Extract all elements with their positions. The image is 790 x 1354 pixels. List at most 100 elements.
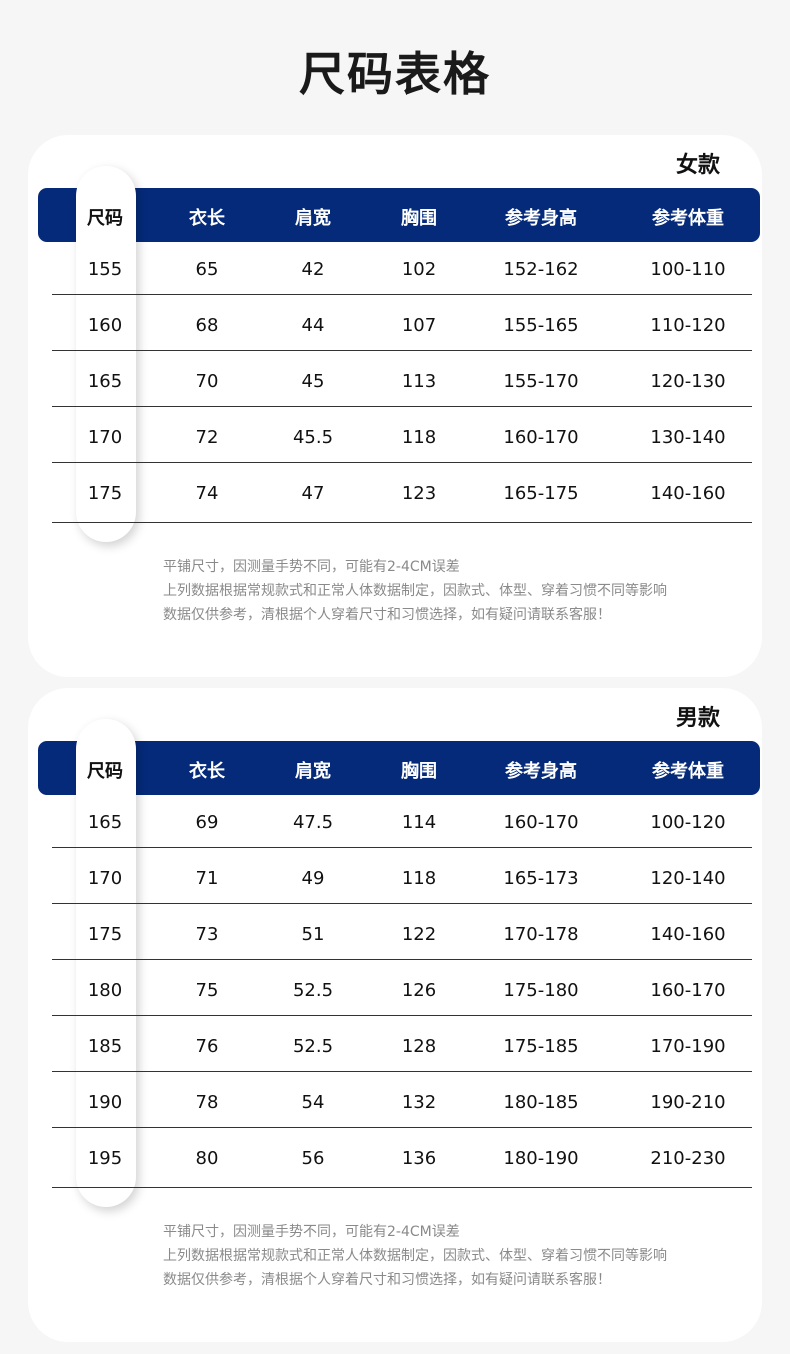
- table-cell: 165-173: [503, 868, 579, 889]
- table-cell: 118: [401, 868, 437, 889]
- table-cell: 76: [195, 1036, 219, 1057]
- table-cell: 49: [301, 868, 325, 889]
- table-cell: 107: [401, 315, 437, 336]
- size-cell: 165: [87, 371, 123, 392]
- table-cell: 175-185: [503, 1036, 579, 1057]
- women-size-card: 女款 尺码 衣长 肩宽 胸围 参考身高 参考体重 155 65 42 102 152-162 100-1…: [28, 135, 762, 677]
- table-cell: 140-160: [650, 483, 726, 504]
- row-divider: [52, 1187, 752, 1188]
- column-header: 胸围: [401, 208, 437, 229]
- size-cell: 185: [87, 1036, 123, 1057]
- table-cell: 122: [401, 924, 437, 945]
- table-cell: 45: [301, 371, 325, 392]
- table-cell: 170-178: [503, 924, 579, 945]
- column-header: 胸围: [401, 761, 437, 782]
- column-header: 衣长: [189, 761, 225, 782]
- table-cell: 118: [401, 427, 437, 448]
- size-cell: 160: [87, 315, 123, 336]
- table-cell: 47: [301, 483, 325, 504]
- card-label: 女款: [675, 153, 720, 178]
- table-cell: 126: [401, 980, 437, 1001]
- table-cell: 47.5: [292, 812, 334, 833]
- table-cell: 210-230: [650, 1148, 726, 1169]
- table-cell: 52.5: [292, 980, 334, 1001]
- table-cell: 80: [195, 1148, 219, 1169]
- table-cell: 44: [301, 315, 325, 336]
- column-header: 尺码: [87, 761, 123, 782]
- note-line: 上列数据根据常规款式和正常人体数据制定，因款式、体型、穿着习惯不同等影响: [163, 583, 667, 599]
- size-cell: 170: [87, 427, 123, 448]
- note-line: 数据仅供参考，清根据个人穿着尺寸和习惯选择，如有疑问请联系客服！: [163, 1272, 611, 1288]
- row-divider: [52, 903, 752, 904]
- table-cell: 165-175: [503, 483, 579, 504]
- row-divider: [52, 462, 752, 463]
- table-cell: 128: [401, 1036, 437, 1057]
- row-divider: [52, 294, 752, 295]
- column-header: 参考身高: [505, 761, 577, 782]
- table-cell: 113: [401, 371, 437, 392]
- row-divider: [52, 522, 752, 523]
- size-cell: 165: [87, 812, 123, 833]
- note-line: 上列数据根据常规款式和正常人体数据制定，因款式、体型、穿着习惯不同等影响: [163, 1248, 667, 1264]
- table-header-bar: [38, 741, 760, 795]
- column-header: 衣长: [189, 208, 225, 229]
- size-cell: 155: [87, 259, 123, 280]
- note-line: 平铺尺寸，因测量手势不同，可能有2-4CM误差: [163, 1224, 460, 1240]
- table-cell: 102: [401, 259, 437, 280]
- table-cell: 73: [195, 924, 219, 945]
- table-cell: 155-170: [503, 371, 579, 392]
- table-cell: 70: [195, 371, 219, 392]
- table-cell: 190-210: [650, 1092, 726, 1113]
- column-header: 参考身高: [505, 208, 577, 229]
- table-cell: 160-170: [650, 980, 726, 1001]
- size-column-pill: [76, 166, 136, 542]
- table-cell: 132: [401, 1092, 437, 1113]
- row-divider: [52, 350, 752, 351]
- table-cell: 72: [195, 427, 219, 448]
- table-cell: 136: [401, 1148, 437, 1169]
- column-header: 参考体重: [652, 208, 724, 229]
- table-cell: 155-165: [503, 315, 579, 336]
- table-cell: 42: [301, 259, 325, 280]
- size-column-pill: [76, 719, 136, 1207]
- table-cell: 52.5: [292, 1036, 334, 1057]
- row-divider: [52, 847, 752, 848]
- row-divider: [52, 1127, 752, 1128]
- table-cell: 130-140: [650, 427, 726, 448]
- row-divider: [52, 1071, 752, 1072]
- note-line: 数据仅供参考，清根据个人穿着尺寸和习惯选择，如有疑问请联系客服！: [163, 607, 611, 623]
- size-cell: 195: [87, 1148, 123, 1169]
- size-cell: 175: [87, 924, 123, 945]
- page-title: 尺码表格: [299, 47, 491, 101]
- table-cell: 56: [301, 1148, 325, 1169]
- table-cell: 160-170: [503, 812, 579, 833]
- table-cell: 100-110: [650, 259, 726, 280]
- men-size-card: 男款 尺码 衣长 肩宽 胸围 参考身高 参考体重 165 69 47.5 114 160-170 100…: [28, 688, 762, 1342]
- table-cell: 170-190: [650, 1036, 726, 1057]
- table-cell: 180-190: [503, 1148, 579, 1169]
- table-cell: 120-140: [650, 868, 726, 889]
- note-line: 平铺尺寸，因测量手势不同，可能有2-4CM误差: [163, 559, 460, 575]
- table-cell: 45.5: [292, 427, 334, 448]
- table-cell: 68: [195, 315, 219, 336]
- column-header: 肩宽: [295, 208, 331, 229]
- size-cell: 175: [87, 483, 123, 504]
- table-cell: 51: [301, 924, 325, 945]
- table-cell: 110-120: [650, 315, 726, 336]
- table-cell: 65: [195, 259, 219, 280]
- table-cell: 71: [195, 868, 219, 889]
- column-header: 参考体重: [652, 761, 724, 782]
- row-divider: [52, 1015, 752, 1016]
- table-cell: 160-170: [503, 427, 579, 448]
- table-cell: 140-160: [650, 924, 726, 945]
- row-divider: [52, 959, 752, 960]
- table-cell: 75: [195, 980, 219, 1001]
- table-cell: 152-162: [503, 259, 579, 280]
- table-cell: 74: [195, 483, 219, 504]
- row-divider: [52, 406, 752, 407]
- table-cell: 120-130: [650, 371, 726, 392]
- table-cell: 100-120: [650, 812, 726, 833]
- table-cell: 114: [401, 812, 437, 833]
- table-cell: 123: [401, 483, 437, 504]
